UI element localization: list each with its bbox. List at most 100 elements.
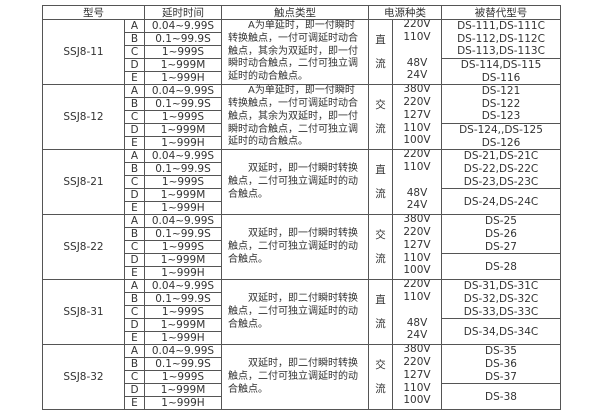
range-letter: D [124, 383, 145, 398]
voltage: 100V [403, 134, 431, 147]
voltage: 127V [403, 369, 431, 382]
delay-time: 1~999M [144, 188, 222, 203]
range-letter: D [124, 188, 145, 203]
power-kind-char: 交 [375, 229, 386, 242]
power-kind: 直流 [368, 18, 393, 86]
replaced-model: DS-34,DS-34C [463, 325, 539, 338]
replaced-models-bottom: DS-28 [441, 253, 561, 281]
delay-time: 0.04~9.99S [144, 149, 222, 164]
replaced-model: DS-26 [485, 227, 517, 240]
voltage-list: 220V 110V 48V 24V [392, 18, 442, 86]
power-kind-char: 交 [375, 99, 386, 112]
range-letter: C [124, 45, 145, 59]
range-letter: B [124, 32, 145, 46]
power-kind: 直流 [368, 149, 393, 216]
replaced-model: DS-24,DS-24C [463, 195, 539, 208]
range-letter: C [124, 370, 145, 385]
replaced-model: DS-126 [481, 136, 521, 149]
delay-time: 0.04~9.99S [144, 214, 222, 229]
power-kind-char: 流 [375, 123, 386, 136]
delay-time: 0.04~9.99S [144, 344, 222, 359]
replaced-model: DS-36 [485, 357, 517, 370]
voltage: 48V [406, 187, 428, 200]
delay-time: 1~999M [144, 318, 222, 333]
delay-time: 1~999M [144, 123, 222, 138]
delay-time: 0.1~99.9S [144, 32, 222, 46]
range-letter: A [124, 19, 145, 33]
model-cell: SSJ8-21 [42, 149, 125, 216]
voltage: 127V [403, 239, 431, 252]
power-kind-char: 直 [375, 34, 386, 47]
replaced-models-bottom: DS-124,,DS-125 DS-126 [441, 123, 561, 151]
voltage: 220V [403, 356, 431, 369]
replaced-model: DS-121 [481, 85, 521, 98]
contact-type: 双延时，即二付瞬时转换触点，二付可独立调延时的动合触点。 [221, 279, 369, 346]
power-kind-char: 交 [375, 359, 386, 372]
range-letter: D [124, 123, 145, 138]
table-row: B 0.1~99.9S [43, 292, 561, 307]
replaced-model: DS-28 [485, 260, 517, 273]
voltage: 220V [403, 226, 431, 239]
voltage: 220V [403, 19, 431, 30]
model-cell: SSJ8-32 [42, 344, 125, 410]
voltage: 110V [403, 161, 431, 174]
delay-time: 0.1~99.9S [144, 357, 222, 372]
contact-type: 双延时，即一付瞬时转换触点，二付可独立调延时的动合触点。 [221, 149, 369, 216]
table-row: C 1~999S [43, 45, 561, 59]
header-contact: 触点类型 [221, 5, 369, 20]
table-body: SSJ8-11 A 0.04~9.99S A为单延时，即一付瞬时转换触点，一付可调延时… [42, 18, 561, 410]
range-letter: A [124, 344, 145, 359]
voltage: 110V [403, 382, 431, 395]
replaced-models-top: DS-31,DS-31C DS-32,DS-32C DS-33,DS-33C [441, 279, 561, 320]
delay-time: 0.1~99.9S [144, 162, 222, 177]
delay-time: 1~999H [144, 71, 222, 86]
power-kind-char: 流 [375, 383, 386, 396]
replaced-model: DS-116 [481, 71, 521, 84]
power-kind: 交流 [368, 214, 393, 281]
table-row: E 1~999H [43, 136, 561, 151]
range-letter: B [124, 227, 145, 242]
replaced-model: DS-25 [485, 215, 517, 228]
replaced-models-bottom: DS-114,DS-115 DS-116 [441, 57, 561, 86]
voltage: 24V [406, 199, 428, 212]
delay-time: 1~999H [144, 396, 222, 410]
replaced-models-top: DS-25 DS-26 DS-27 [441, 214, 561, 255]
voltage: 110V [403, 291, 431, 304]
delay-time: 1~999H [144, 136, 222, 151]
delay-time: 1~999M [144, 57, 222, 73]
voltage: 127V [403, 109, 431, 122]
replaced-model: DS-124,,DS-125 [459, 124, 543, 137]
range-letter: D [124, 253, 145, 268]
replaced-model: DS-22,DS-22C [463, 162, 539, 175]
delay-time: 1~999S [144, 175, 222, 190]
voltage: 380V [403, 214, 431, 226]
delay-time: 0.04~9.99S [144, 84, 222, 99]
table-row: SSJ8-12 A 0.04~9.99S A为单延时，即一付瞬时转换触点，一付可调延时… [42, 84, 561, 151]
header-time: 延时时间 [144, 5, 222, 20]
model-cell: SSJ8-22 [42, 214, 125, 281]
replaced-models-bottom: DS-38 [441, 383, 561, 410]
range-letter: B [124, 292, 145, 307]
delay-time: 1~999M [144, 253, 222, 268]
replaced-models-bottom: DS-24,DS-24C [441, 188, 561, 216]
range-letter: B [124, 97, 145, 112]
replaced-model: DS-37 [485, 370, 517, 383]
model-cell: SSJ8-31 [42, 279, 125, 346]
power-kind: 直流 [368, 279, 393, 346]
delay-time: 1~999H [144, 201, 222, 216]
voltage: 110V [403, 252, 431, 265]
voltage: 110V [403, 31, 431, 43]
replaced-model: DS-123 [481, 110, 521, 123]
voltage-list: 380V 220V 127V 110V 100V [392, 344, 442, 410]
model-cell: SSJ8-11 [42, 18, 125, 86]
power-kind-char: 流 [375, 318, 386, 331]
voltage: 380V [403, 84, 431, 96]
delay-time: 0.04~9.99S [144, 279, 222, 294]
voltage-list: 380V 220V 127V 110V 100V [392, 214, 442, 281]
voltage: 24V [406, 69, 428, 81]
header-row: 型号 延时时间 触点类型 电源种类 被替代型号 [42, 5, 561, 20]
power-kind: 交流 [368, 344, 393, 410]
replaced-model: DS-23,DS-23C [463, 175, 539, 188]
power-kind-char: 直 [375, 294, 386, 307]
table-row: E 1~999H [43, 266, 561, 281]
